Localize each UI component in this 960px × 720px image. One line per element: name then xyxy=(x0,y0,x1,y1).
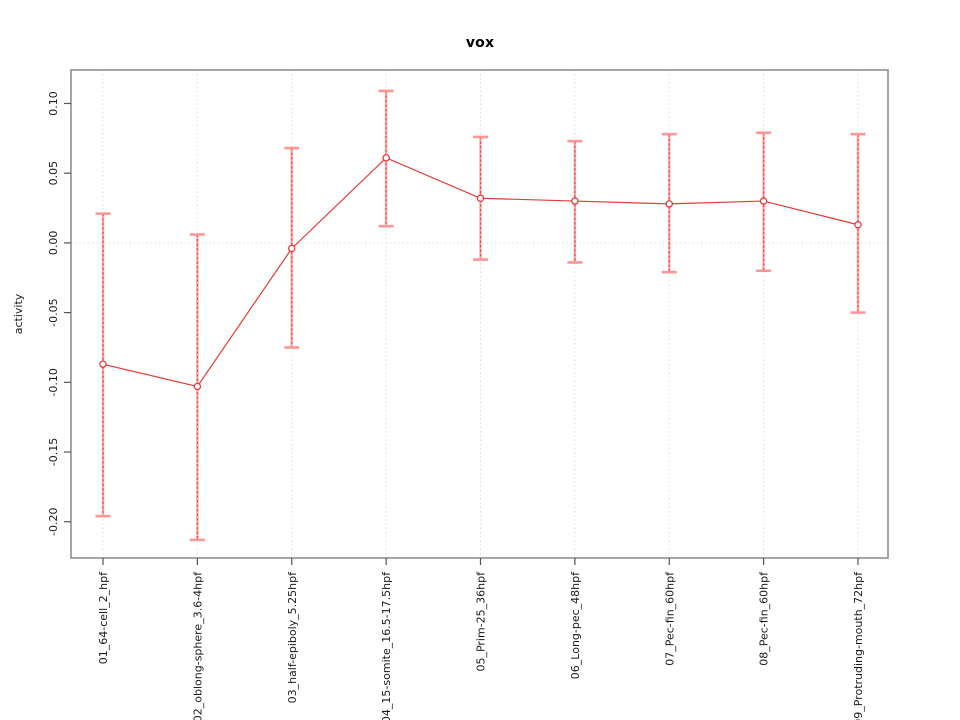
data-point-marker xyxy=(382,154,390,162)
data-point-marker xyxy=(476,194,485,203)
y-tick-label: -0.10 xyxy=(47,368,60,396)
data-point-marker xyxy=(193,382,202,391)
y-tick-label: 0.00 xyxy=(47,231,60,256)
x-tick-label: 07_Pec-fin_60hpf xyxy=(663,571,676,666)
y-tick-label: 0.05 xyxy=(47,161,60,186)
data-point-marker xyxy=(759,197,768,205)
x-tick-label: 05_Prim-25_36hpf xyxy=(475,571,488,672)
y-tick-label: 0.10 xyxy=(47,91,60,116)
x-tick-label: 01_64-cell_2_hpf xyxy=(97,571,110,664)
data-point-marker xyxy=(665,200,674,208)
data-point-marker xyxy=(571,197,579,205)
x-tick-label: 09_Protruding-mouth_72hpf xyxy=(852,571,865,720)
y-tick-label: -0.20 xyxy=(47,508,60,536)
x-tick-label: 03_half-epiboly_5.25hpf xyxy=(286,571,299,704)
x-tick-label: 08_Pec-fin_60hpf xyxy=(758,571,771,666)
x-tick-label: 02_oblong-sphere_3.6-4hpf xyxy=(191,571,204,720)
data-point-marker xyxy=(854,221,862,229)
x-tick-label: 04_15-somite_16.5-17.5hpf xyxy=(380,571,393,720)
chart-title: vox xyxy=(465,35,495,51)
data-point-marker xyxy=(99,360,107,368)
plot-frame xyxy=(70,69,889,559)
y-axis-label: activity xyxy=(12,293,25,334)
x-tick-label: 06_Long-pec_48hpf xyxy=(569,571,582,679)
y-tick-label: -0.15 xyxy=(47,438,60,466)
y-tick-label: -0.05 xyxy=(47,298,60,326)
data-point-marker xyxy=(287,244,296,253)
